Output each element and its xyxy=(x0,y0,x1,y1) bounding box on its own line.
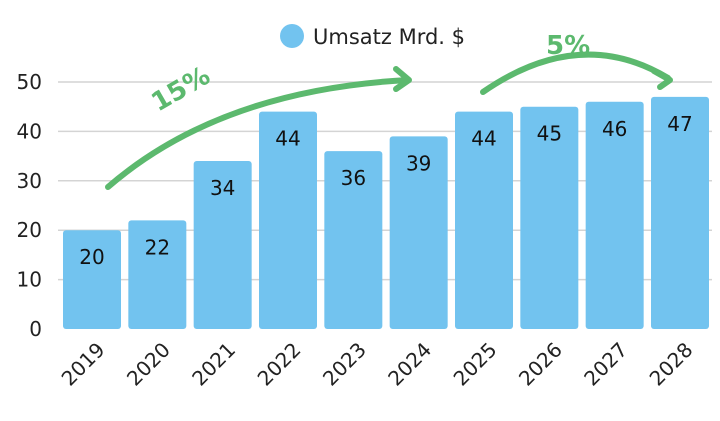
annotation-15-percent: 15% xyxy=(147,61,216,118)
legend-swatch xyxy=(280,24,304,48)
bar xyxy=(585,101,644,329)
bar xyxy=(651,96,709,329)
x-tick-label: 2027 xyxy=(579,338,632,391)
x-tick-label: 2025 xyxy=(449,338,502,391)
bar xyxy=(455,111,513,329)
data-label: 46 xyxy=(602,117,627,141)
bar xyxy=(259,111,317,329)
x-tick-label: 2023 xyxy=(318,338,371,391)
legend-label: Umsatz Mrd. $ xyxy=(313,25,465,49)
annotation-5-percent: 5% xyxy=(546,31,590,61)
growth-arrow-1 xyxy=(105,77,411,190)
data-label: 47 xyxy=(667,112,692,136)
growth-arrow-1-head xyxy=(393,66,412,92)
data-label: 34 xyxy=(210,176,235,200)
data-label: 44 xyxy=(275,127,300,151)
x-tick-label: 2024 xyxy=(383,338,436,391)
y-tick-label: 50 xyxy=(17,70,42,94)
data-label: 36 xyxy=(341,166,366,190)
x-tick-label: 2026 xyxy=(514,338,567,391)
legend: Umsatz Mrd. $ xyxy=(280,24,465,49)
bar xyxy=(193,161,252,329)
bar xyxy=(128,220,187,329)
x-tick-label: 2028 xyxy=(645,338,698,391)
data-label: 22 xyxy=(145,235,170,259)
y-tick-label: 40 xyxy=(17,119,42,143)
bar xyxy=(324,151,383,329)
data-label: 20 xyxy=(79,245,104,269)
y-tick-label: 30 xyxy=(17,169,42,193)
x-tick-label: 2022 xyxy=(253,338,306,391)
data-label: 45 xyxy=(537,122,562,146)
x-tick-label: 2021 xyxy=(187,338,240,391)
x-tick-label: 2019 xyxy=(57,338,110,391)
data-label: 39 xyxy=(406,151,431,175)
x-tick-label: 2020 xyxy=(122,338,175,391)
y-tick-label: 20 xyxy=(17,218,42,242)
growth-arrow-2-head xyxy=(651,68,673,90)
bar xyxy=(389,136,448,329)
data-label: 44 xyxy=(471,127,496,151)
y-tick-label: 10 xyxy=(17,268,42,292)
y-tick-label: 0 xyxy=(29,317,42,341)
bar xyxy=(520,106,579,329)
bar xyxy=(63,230,121,329)
growth-arrow-2 xyxy=(480,51,671,95)
